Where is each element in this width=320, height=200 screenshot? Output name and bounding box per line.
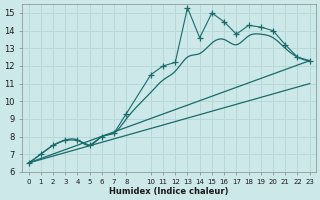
X-axis label: Humidex (Indice chaleur): Humidex (Indice chaleur): [109, 187, 229, 196]
